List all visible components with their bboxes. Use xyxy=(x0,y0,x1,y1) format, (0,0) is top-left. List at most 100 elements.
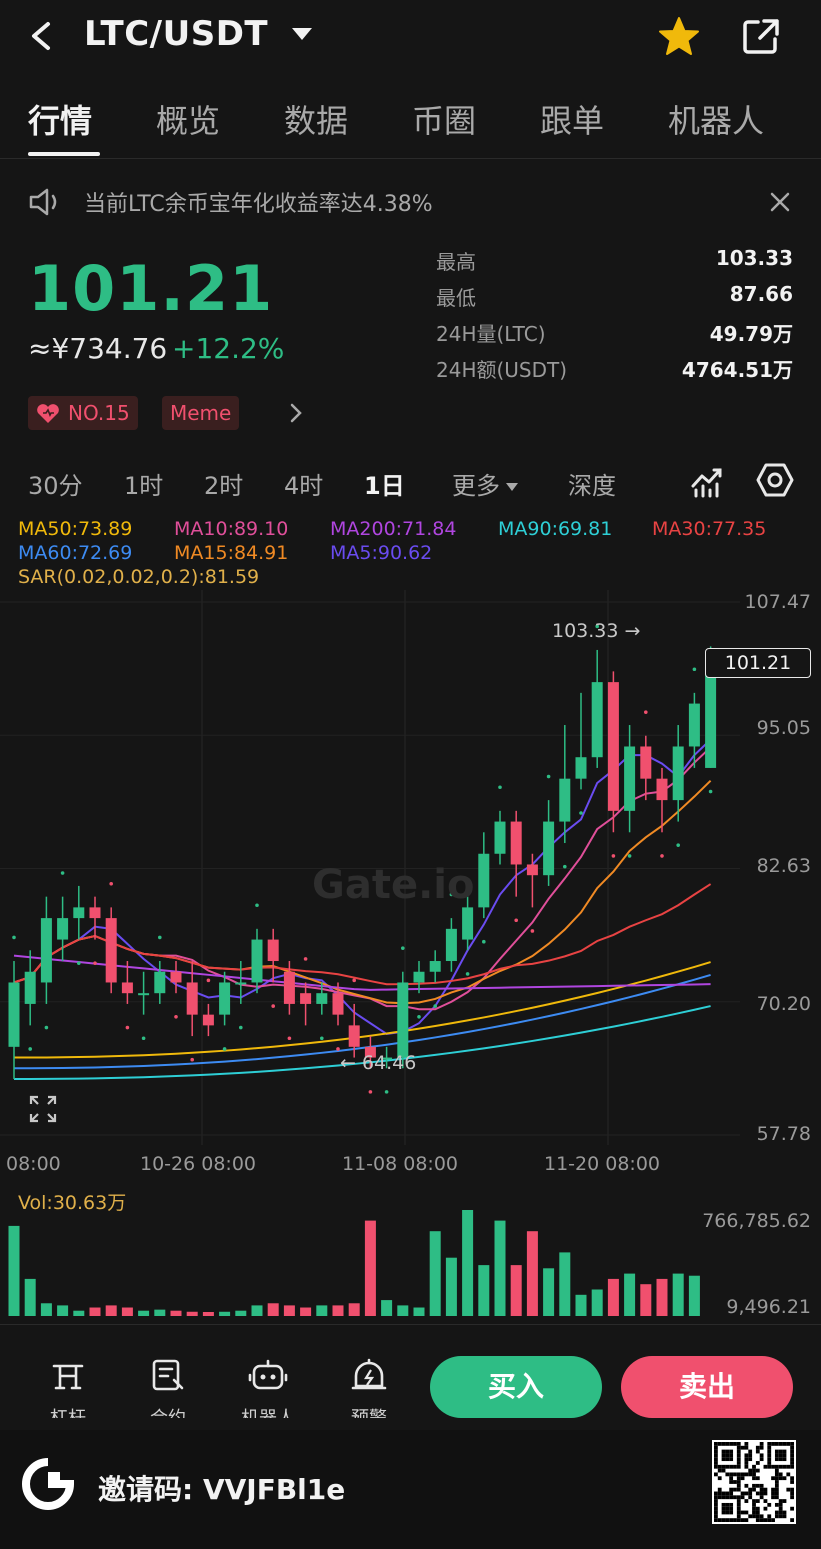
qr-module xyxy=(748,1472,753,1477)
nav-robot-label[interactable]: 机器人 xyxy=(238,1404,298,1418)
timeframe-2h[interactable]: 2时 xyxy=(204,472,244,500)
qr-module xyxy=(714,1502,718,1507)
qr-module xyxy=(733,1464,737,1469)
qr-module xyxy=(763,1487,768,1492)
qr-module xyxy=(771,1442,775,1446)
candlestick-chart[interactable] xyxy=(0,590,821,1150)
pair-dropdown-icon[interactable] xyxy=(292,28,312,40)
timeframe-more[interactable]: 更多 xyxy=(452,466,518,501)
volume-bar xyxy=(24,1278,36,1316)
qr-module xyxy=(729,1487,734,1492)
qr-module xyxy=(752,1483,756,1488)
volume-bar xyxy=(543,1268,555,1316)
sar-dot xyxy=(141,1036,146,1041)
indicator-settings-icon[interactable] xyxy=(690,464,724,498)
volume-bar xyxy=(559,1252,571,1316)
volume-bar xyxy=(381,1300,393,1316)
depth-tab[interactable]: 深度 xyxy=(568,472,616,500)
alert-icon[interactable] xyxy=(350,1358,388,1392)
timeframe-30m[interactable]: 30分 xyxy=(28,472,83,500)
qr-module xyxy=(729,1457,734,1462)
nav-leverage-label[interactable]: 杠杆 xyxy=(38,1404,98,1418)
sell-button[interactable]: 卖出 xyxy=(621,1356,793,1418)
qr-module xyxy=(721,1518,726,1523)
qr-module xyxy=(767,1453,772,1458)
contract-icon[interactable] xyxy=(150,1358,186,1392)
tab-overview[interactable]: 概览 xyxy=(156,102,221,140)
rank-badge[interactable]: NO.15 xyxy=(28,396,138,430)
invite-footer xyxy=(0,1430,821,1549)
qr-module xyxy=(748,1514,753,1519)
tab-community[interactable]: 币圈 xyxy=(412,102,477,140)
qr-module xyxy=(717,1487,722,1492)
qr-module xyxy=(774,1510,779,1515)
nav-contract-label[interactable]: 合约 xyxy=(138,1404,198,1418)
qr-module xyxy=(771,1491,775,1496)
robot-icon[interactable] xyxy=(248,1358,288,1392)
buy-button[interactable]: 买入 xyxy=(430,1356,602,1418)
qr-module xyxy=(736,1510,741,1515)
tab-data[interactable]: 数据 xyxy=(284,102,349,140)
qr-module xyxy=(736,1472,741,1477)
close-icon[interactable] xyxy=(768,190,792,214)
qr-module xyxy=(759,1442,764,1446)
fullscreen-icon[interactable] xyxy=(28,1094,58,1124)
timeframe-1h[interactable]: 1时 xyxy=(124,472,164,500)
sar-dot xyxy=(498,785,502,790)
volume-bar xyxy=(138,1310,150,1316)
y-tick: 70.20 xyxy=(756,993,811,1015)
volume-chart[interactable] xyxy=(0,1208,821,1320)
candle-body xyxy=(575,757,587,779)
qr-module xyxy=(714,1457,718,1462)
sar-dot xyxy=(125,1025,130,1030)
timeframe-1d[interactable]: 1日 xyxy=(364,472,405,500)
qr-module xyxy=(744,1461,749,1465)
tab-market[interactable]: 行情 xyxy=(28,102,93,140)
qr-module xyxy=(748,1468,753,1473)
volume-bar xyxy=(429,1231,441,1316)
qr-module xyxy=(736,1442,741,1446)
candle-body xyxy=(705,669,717,768)
qr-module xyxy=(763,1464,768,1469)
qr-module xyxy=(790,1453,795,1458)
qr-module xyxy=(771,1487,775,1492)
volume-bar xyxy=(267,1303,279,1316)
sar-dot xyxy=(336,1047,340,1051)
x-tick: 11-20 08:00 xyxy=(544,1153,661,1175)
timeframe-4h[interactable]: 4时 xyxy=(284,472,324,500)
candle-body xyxy=(397,982,409,1058)
sar-dot xyxy=(368,1090,373,1094)
qr-module xyxy=(782,1449,787,1454)
volume-bar xyxy=(364,1220,376,1316)
meme-badge[interactable]: Meme xyxy=(162,396,240,430)
sar-dot xyxy=(239,1025,243,1030)
sar-dot xyxy=(320,1036,324,1041)
stat-low-label: 最低 xyxy=(436,286,476,310)
qr-module xyxy=(755,1476,760,1481)
qr-module xyxy=(790,1491,795,1496)
tab-copy-trade[interactable]: 跟单 xyxy=(540,102,605,140)
leverage-icon[interactable] xyxy=(50,1360,86,1392)
qr-module xyxy=(786,1487,791,1492)
sar-dot xyxy=(158,935,162,940)
notice-text[interactable]: 当前LTC余币宝年化收益率达4.38% xyxy=(84,192,433,217)
qr-module xyxy=(774,1495,779,1500)
volume-bar xyxy=(40,1303,52,1316)
sar-dot xyxy=(514,918,518,923)
qr-module xyxy=(786,1472,791,1477)
qr-module xyxy=(755,1514,760,1519)
pair-title[interactable]: LTC/USDT xyxy=(84,14,269,54)
share-icon[interactable] xyxy=(740,16,782,58)
back-icon[interactable] xyxy=(22,14,62,58)
chart-settings-icon[interactable] xyxy=(756,462,794,498)
tab-bots[interactable]: 机器人 xyxy=(668,102,765,140)
indicator-ma15: MA15:84.91 xyxy=(174,542,289,564)
chevron-right-icon[interactable] xyxy=(286,402,306,424)
qr-module xyxy=(725,1510,730,1515)
qr-module xyxy=(752,1499,756,1503)
nav-alert-label[interactable]: 预警 xyxy=(339,1404,399,1418)
rank-badge-label: NO.15 xyxy=(68,401,130,425)
favorite-star-icon[interactable] xyxy=(656,14,702,60)
divider xyxy=(0,1324,821,1325)
sar-dot xyxy=(206,978,211,983)
